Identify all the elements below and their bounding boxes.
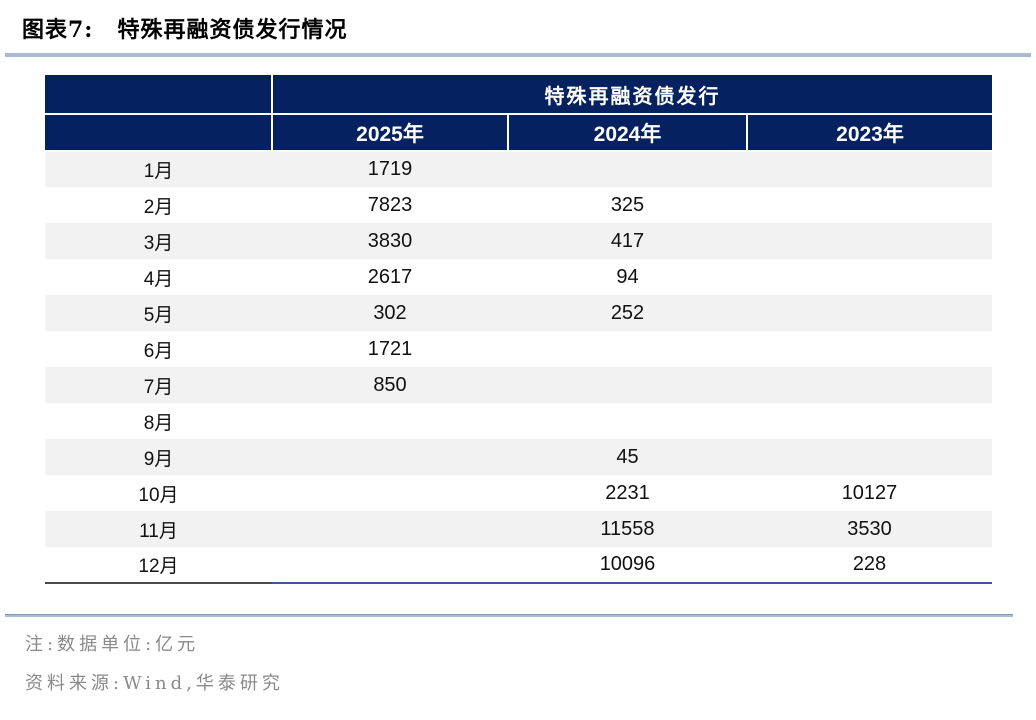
table-row-feb: 2月 7823 325: [45, 187, 992, 223]
value-2024: 325: [610, 193, 645, 216]
month-cell: 10月: [138, 484, 179, 506]
corner-cell-2: [45, 113, 273, 152]
value-2024: 11558: [600, 517, 655, 540]
value-2023: [747, 295, 992, 331]
value-2025: [272, 439, 508, 475]
value-2025: 1719: [367, 158, 413, 180]
group-header-cell: 特殊再融资债发行: [271, 75, 992, 115]
month-cell: 4月: [143, 268, 174, 290]
value-2024: 94: [616, 265, 639, 288]
table-row-may: 5月 302 252: [45, 295, 992, 331]
value-2023: 10127: [841, 481, 898, 504]
value-2025: 7823: [367, 193, 413, 216]
value-2024: 45: [616, 445, 639, 468]
value-2024: 2231: [605, 481, 650, 504]
table-row-sep: 9月 45: [45, 439, 992, 475]
value-2024: [508, 403, 747, 439]
table-row-nov: 11月 11558 3530: [45, 511, 992, 547]
table-row-jan: 1月 1719: [45, 151, 992, 187]
value-2025: 302: [373, 301, 407, 324]
value-2024: [508, 331, 747, 367]
table-row-aug: 8月: [45, 403, 992, 439]
table-body: 1月 1719 2月 7823 325 3月 3830 417 4月 2617 …: [45, 151, 992, 584]
group-header-row: 特殊再融资债发行: [45, 75, 992, 115]
value-2023: [747, 187, 992, 223]
value-2023: [747, 151, 992, 187]
value-2025: [272, 475, 508, 511]
month-cell: 5月: [143, 304, 174, 326]
bond-issuance-table: 特殊再融资债发行 2025年 2024年 2023年 1月 1719 2月 78…: [45, 75, 992, 584]
figure-title-text: 特殊再融资债发行情况: [117, 17, 348, 43]
value-2023: [747, 223, 992, 259]
month-cell: 8月: [143, 412, 174, 434]
value-2023: [747, 367, 992, 403]
column-header-2023: 2023年: [746, 113, 992, 152]
corner-cell: [45, 75, 273, 115]
value-2025: 3830: [367, 229, 413, 252]
table-row-apr: 4月 2617 94: [45, 259, 992, 295]
source-note: 资料来源:Wind,华泰研究: [25, 673, 284, 694]
table-row-mar: 3月 3830 417: [45, 223, 992, 259]
figure-number: 图表7:: [22, 17, 94, 43]
table-row-jun: 6月 1721: [45, 331, 992, 367]
value-2023: [747, 331, 992, 367]
value-2025: 850: [373, 373, 407, 396]
month-cell: 2月: [143, 196, 174, 218]
table-row-jul: 7月 850: [45, 367, 992, 403]
value-2023: [747, 403, 992, 439]
figure-title: 图表7: 特殊再融资债发行情况: [22, 12, 1036, 44]
value-2023: [747, 259, 992, 295]
value-2024: 252: [610, 301, 645, 324]
value-2025: [272, 547, 508, 584]
title-underline: [5, 53, 1031, 57]
column-header-2025: 2025年: [271, 113, 509, 152]
value-2023: [747, 439, 992, 475]
month-cell: 9月: [143, 448, 174, 470]
value-2024: 417: [610, 229, 645, 252]
value-2025: 1721: [367, 337, 413, 360]
footer-divider: [5, 614, 1013, 617]
month-cell: 12月: [45, 547, 272, 584]
month-cell: 6月: [143, 340, 174, 362]
value-2024: [508, 151, 747, 187]
month-cell: 1月: [143, 161, 174, 182]
year-header-row: 2025年 2024年 2023年: [45, 113, 992, 152]
table-row-dec: 12月 10096 228: [45, 547, 992, 584]
value-2024: 10096: [508, 547, 747, 584]
table-row-oct: 10月 2231 10127: [45, 475, 992, 511]
value-2025: 2617: [367, 265, 413, 288]
value-2023: 3530: [847, 517, 892, 540]
table-header: 特殊再融资债发行 2025年 2024年 2023年: [45, 75, 992, 152]
value-2024: [508, 367, 747, 403]
column-header-2024: 2024年: [507, 113, 748, 152]
value-2025: [272, 403, 508, 439]
value-2023: 228: [747, 547, 992, 584]
value-2025: [272, 511, 508, 547]
month-cell: 3月: [143, 232, 174, 254]
month-cell: 7月: [143, 376, 174, 398]
month-cell: 11月: [139, 520, 178, 542]
unit-note: 注:数据单位:亿元: [25, 634, 200, 655]
